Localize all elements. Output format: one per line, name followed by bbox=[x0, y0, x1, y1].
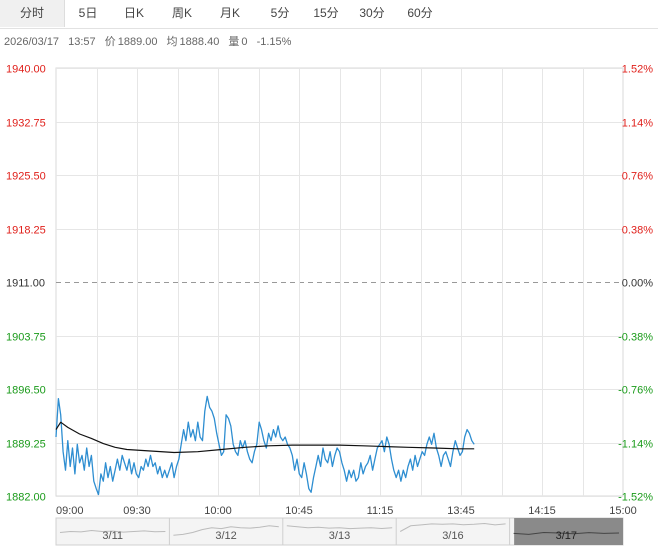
day-sparkline bbox=[173, 525, 279, 536]
avg-label: 均 bbox=[166, 36, 178, 48]
volume-label: 量 bbox=[228, 36, 240, 48]
average-line bbox=[55, 421, 475, 454]
y-tick-label: 1932.75 bbox=[6, 118, 46, 130]
x-tick-label: 09:00 bbox=[56, 505, 84, 517]
tab-monthly-k[interactable]: 月K bbox=[219, 6, 240, 20]
tab-intraday[interactable]: 分时 bbox=[0, 0, 65, 27]
price-line bbox=[55, 395, 475, 496]
avg-value: 1888.40 bbox=[179, 36, 220, 48]
y-tick-label-right: 0.76% bbox=[622, 171, 653, 183]
x-tick-label: 10:00 bbox=[204, 505, 232, 517]
y-tick-label: 1903.75 bbox=[6, 332, 46, 344]
y-tick-label-right: 1.52% bbox=[622, 64, 653, 76]
day-sparkline bbox=[286, 525, 393, 530]
volume-value: 0 bbox=[241, 36, 248, 48]
y-tick-label-right: 1.14% bbox=[622, 118, 653, 130]
y-tick-label: 1889.25 bbox=[6, 439, 46, 451]
y-tick-label-right: -0.76% bbox=[618, 385, 653, 397]
price-label: 价 bbox=[104, 36, 116, 48]
price-value: 1889.00 bbox=[117, 36, 158, 48]
period-tabs: 分时 5日 日K 周K 月K 5分 15分 30分 60分 bbox=[0, 0, 658, 29]
change-percent: -1.15% bbox=[256, 36, 292, 48]
x-tick-label: 11:15 bbox=[367, 505, 394, 517]
day-label: 3/13 bbox=[329, 530, 350, 542]
y-tick-label: 1940.00 bbox=[6, 64, 46, 76]
tab-60min[interactable]: 60分 bbox=[407, 6, 433, 20]
day-label: 3/11 bbox=[102, 530, 123, 542]
day-sparkline bbox=[59, 529, 166, 533]
y-tick-label-right: -0.38% bbox=[618, 332, 653, 344]
x-tick-label: 14:15 bbox=[528, 505, 556, 517]
x-tick-label: 10:45 bbox=[285, 505, 313, 517]
quote-time: 13:57 bbox=[68, 36, 96, 48]
day-label: 3/17 bbox=[556, 530, 577, 542]
tab-30min[interactable]: 30分 bbox=[359, 6, 385, 20]
y-tick-label: 1918.25 bbox=[6, 225, 46, 237]
y-tick-label-right: -1.52% bbox=[618, 492, 653, 504]
day-label: 3/12 bbox=[215, 530, 236, 542]
y-tick-label: 1896.50 bbox=[6, 385, 46, 397]
day-sparkline bbox=[399, 522, 506, 532]
tab-weekly-k[interactable]: 周K bbox=[171, 6, 192, 20]
day-sparkline bbox=[513, 531, 620, 535]
tab-15min[interactable]: 15分 bbox=[313, 6, 339, 20]
quote-date: 2026/03/17 bbox=[4, 36, 60, 48]
day-navigator-selected bbox=[514, 518, 623, 545]
y-tick-label-right: -1.14% bbox=[618, 439, 653, 451]
y-tick-label-right: 0.38% bbox=[622, 225, 653, 237]
y-tick-label-right: 0.00% bbox=[622, 278, 653, 290]
y-tick-label: 1925.50 bbox=[6, 171, 46, 183]
y-tick-label: 1882.00 bbox=[6, 492, 46, 504]
tab-daily-k[interactable]: 日K bbox=[123, 6, 144, 20]
tab-5day[interactable]: 5日 bbox=[78, 6, 98, 20]
x-tick-label: 13:45 bbox=[447, 505, 475, 517]
x-tick-label: 15:00 bbox=[609, 505, 637, 517]
x-tick-label: 09:30 bbox=[123, 505, 151, 517]
day-label: 3/16 bbox=[442, 530, 463, 542]
tab-5min[interactable]: 5分 bbox=[270, 6, 290, 20]
y-tick-label: 1911.00 bbox=[6, 278, 45, 290]
